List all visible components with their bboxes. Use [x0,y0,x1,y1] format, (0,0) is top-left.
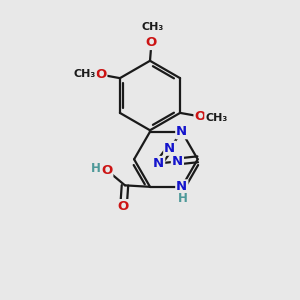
Text: O: O [146,36,157,49]
Text: O: O [101,164,112,176]
Text: N: N [176,125,188,138]
Text: CH₃: CH₃ [205,113,227,123]
Text: O: O [194,110,206,123]
Text: N: N [176,180,188,193]
Text: O: O [95,68,106,81]
Text: H: H [178,191,188,205]
Text: H: H [91,162,100,175]
Text: N: N [172,155,183,168]
Text: O: O [118,200,129,213]
Text: CH₃: CH₃ [74,69,96,79]
Text: N: N [153,157,164,170]
Text: CH₃: CH₃ [141,22,164,32]
Text: N: N [164,142,175,155]
